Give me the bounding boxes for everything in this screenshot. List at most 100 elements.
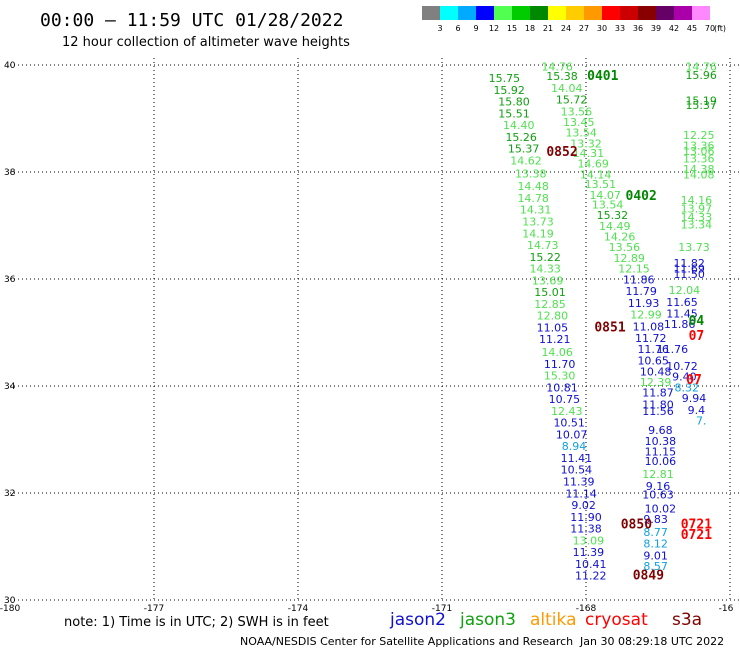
satellite-legend-jason3: jason3 [459, 610, 516, 630]
wave-height-point: 10.06 [645, 455, 677, 468]
colorbar-tick: 18 [525, 24, 535, 33]
pass-time-label: 07 [686, 373, 702, 388]
wave-height-point: 15.22 [529, 251, 561, 264]
wave-height-point: 11.86 [664, 318, 696, 331]
wave-height-point: 13.56 [561, 105, 593, 118]
wave-height-point: 13.51 [585, 178, 617, 191]
pass-time-label: 0402 [626, 189, 657, 204]
wave-height-point: 13.73 [522, 216, 554, 229]
colorbar-swatch [620, 6, 638, 20]
colorbar-swatch [566, 6, 584, 20]
wave-height-point: 12.99 [630, 309, 662, 322]
colorbar-swatch [512, 6, 530, 20]
wave-height-point: 13.09 [573, 534, 605, 547]
colorbar-tick: 45 [687, 24, 697, 33]
x-tick-label: -16 [719, 604, 734, 614]
satellite-legend-s3a: s3a [672, 610, 702, 630]
y-tick-label: 32 [4, 489, 15, 499]
wave-height-point: 15.75 [489, 72, 521, 85]
chart-subtitle: 12 hour collection of altimeter wave hei… [62, 35, 350, 50]
wave-height-point: 12.04 [669, 284, 701, 297]
wave-height-point: 14.76 [685, 60, 717, 73]
wave-height-point: 11.86 [623, 273, 655, 286]
wave-height-point: 12.80 [537, 310, 569, 323]
colorbar-swatch [422, 6, 440, 20]
wave-height-point: 14.69 [577, 158, 609, 171]
wave-height-point: 15.96 [685, 69, 717, 82]
wave-height-point: 11.05 [537, 321, 569, 334]
wave-height-point: 10.51 [553, 417, 585, 430]
wave-height-point: 11.76 [657, 343, 689, 356]
colorbar-tick: 21 [543, 24, 553, 33]
y-tick-label: 36 [4, 275, 16, 285]
pass-time-label: 0850 [621, 517, 652, 532]
colorbar-swatch [548, 6, 566, 20]
wave-height-point: 13.38 [515, 167, 547, 180]
wave-height-point: 14.49 [599, 220, 631, 233]
colorbar-tick: 9 [473, 24, 478, 33]
wave-height-point: 15.72 [556, 94, 588, 107]
wave-height-point: 9.83 [643, 513, 668, 526]
wave-height-point: 14.73 [527, 239, 559, 252]
x-tick-label: -174 [288, 604, 309, 614]
wave-height-point: 14.14 [580, 168, 612, 181]
plot-area: -180 -177 -174 -171 -168 -16 40 38 36 34 32 30 14.76… [0, 58, 740, 614]
colorbar-swatch [674, 6, 692, 20]
pass-time-label: 0851 [594, 320, 625, 335]
wave-height-point: 10.02 [645, 502, 677, 515]
wave-height-point: 11.39 [573, 546, 605, 559]
wave-height-point: 14.48 [517, 180, 549, 193]
wave-height-point: 11.90 [570, 511, 602, 524]
wave-height-point: 11.21 [539, 333, 571, 346]
wave-height-point: 11.38 [570, 523, 602, 536]
wave-height-point: 8.94 [562, 440, 587, 453]
wave-height-point: 14.31 [573, 147, 605, 160]
wave-height-point: 11.72 [635, 332, 667, 345]
satellite-legend-cryosat: cryosat [585, 610, 648, 630]
wave-height-point: 13.73 [678, 241, 710, 254]
wave-height-point: 12.25 [683, 129, 715, 142]
y-tick-label: 38 [4, 168, 16, 178]
satellite-legend: jason2 jason3 altika cryosat s3a [389, 610, 702, 630]
colorbar-tick: 36 [633, 24, 643, 33]
pass-time-label: 07 [689, 329, 705, 344]
wave-height-point: 15.32 [597, 209, 629, 222]
wave-height-point: 14.78 [517, 192, 549, 205]
wave-height-point: 11.15 [645, 446, 677, 459]
colorbar-tick: 15 [507, 24, 517, 33]
y-tick-label: 34 [4, 382, 16, 392]
wave-height-point: 10.75 [549, 393, 581, 406]
wave-height-point: 13.36 [683, 152, 715, 165]
colorbar-tick: 3 [437, 24, 442, 33]
wave-height-point: 14.38 [683, 163, 715, 176]
colorbar-tick: 70 [705, 24, 715, 33]
wave-height-point: 14.08 [683, 168, 715, 181]
wave-height-point: 10.41 [575, 558, 607, 571]
wave-height-point: 13.32 [570, 137, 602, 150]
colorbar-swatch [656, 6, 674, 20]
wave-height-point: 15.80 [498, 96, 530, 109]
wave-height-point: 11.69 [673, 263, 705, 276]
wave-height-point: 13.54 [565, 127, 597, 140]
footer-credit: NOAA/NESDIS Center for Satellite Applica… [240, 635, 573, 648]
colorbar-tick: 24 [561, 24, 571, 33]
pass-time-label: 0852 [546, 145, 577, 160]
wave-height-point: 13.34 [681, 219, 713, 232]
pass-time-label: 04 [689, 314, 705, 329]
footer-note: note: 1) Time is in UTC; 2) SWH is in fe… [64, 615, 329, 630]
wave-height-point: 9.4 [688, 404, 706, 417]
wave-height-point: 11.08 [633, 320, 665, 333]
wave-height-point: 10.63 [642, 488, 674, 501]
colorbar-swatch [638, 6, 656, 20]
colorbar-legend: 3 6 9 12 15 18 21 24 27 30 33 36 39 42 45 70(ft) [422, 6, 726, 33]
wave-height-point: 9.01 [643, 549, 668, 562]
wave-height-point: 15.51 [498, 107, 530, 120]
colorbar-tick: 33 [615, 24, 625, 33]
y-tick-label: 30 [4, 596, 16, 606]
wave-height-point: 14.31 [520, 204, 552, 217]
wave-height-point: 12.85 [534, 298, 566, 311]
wave-height-point: 11.56 [642, 405, 674, 418]
wave-height-point: 13.06 [683, 145, 715, 158]
pass-time-label: 0721 [681, 517, 712, 532]
